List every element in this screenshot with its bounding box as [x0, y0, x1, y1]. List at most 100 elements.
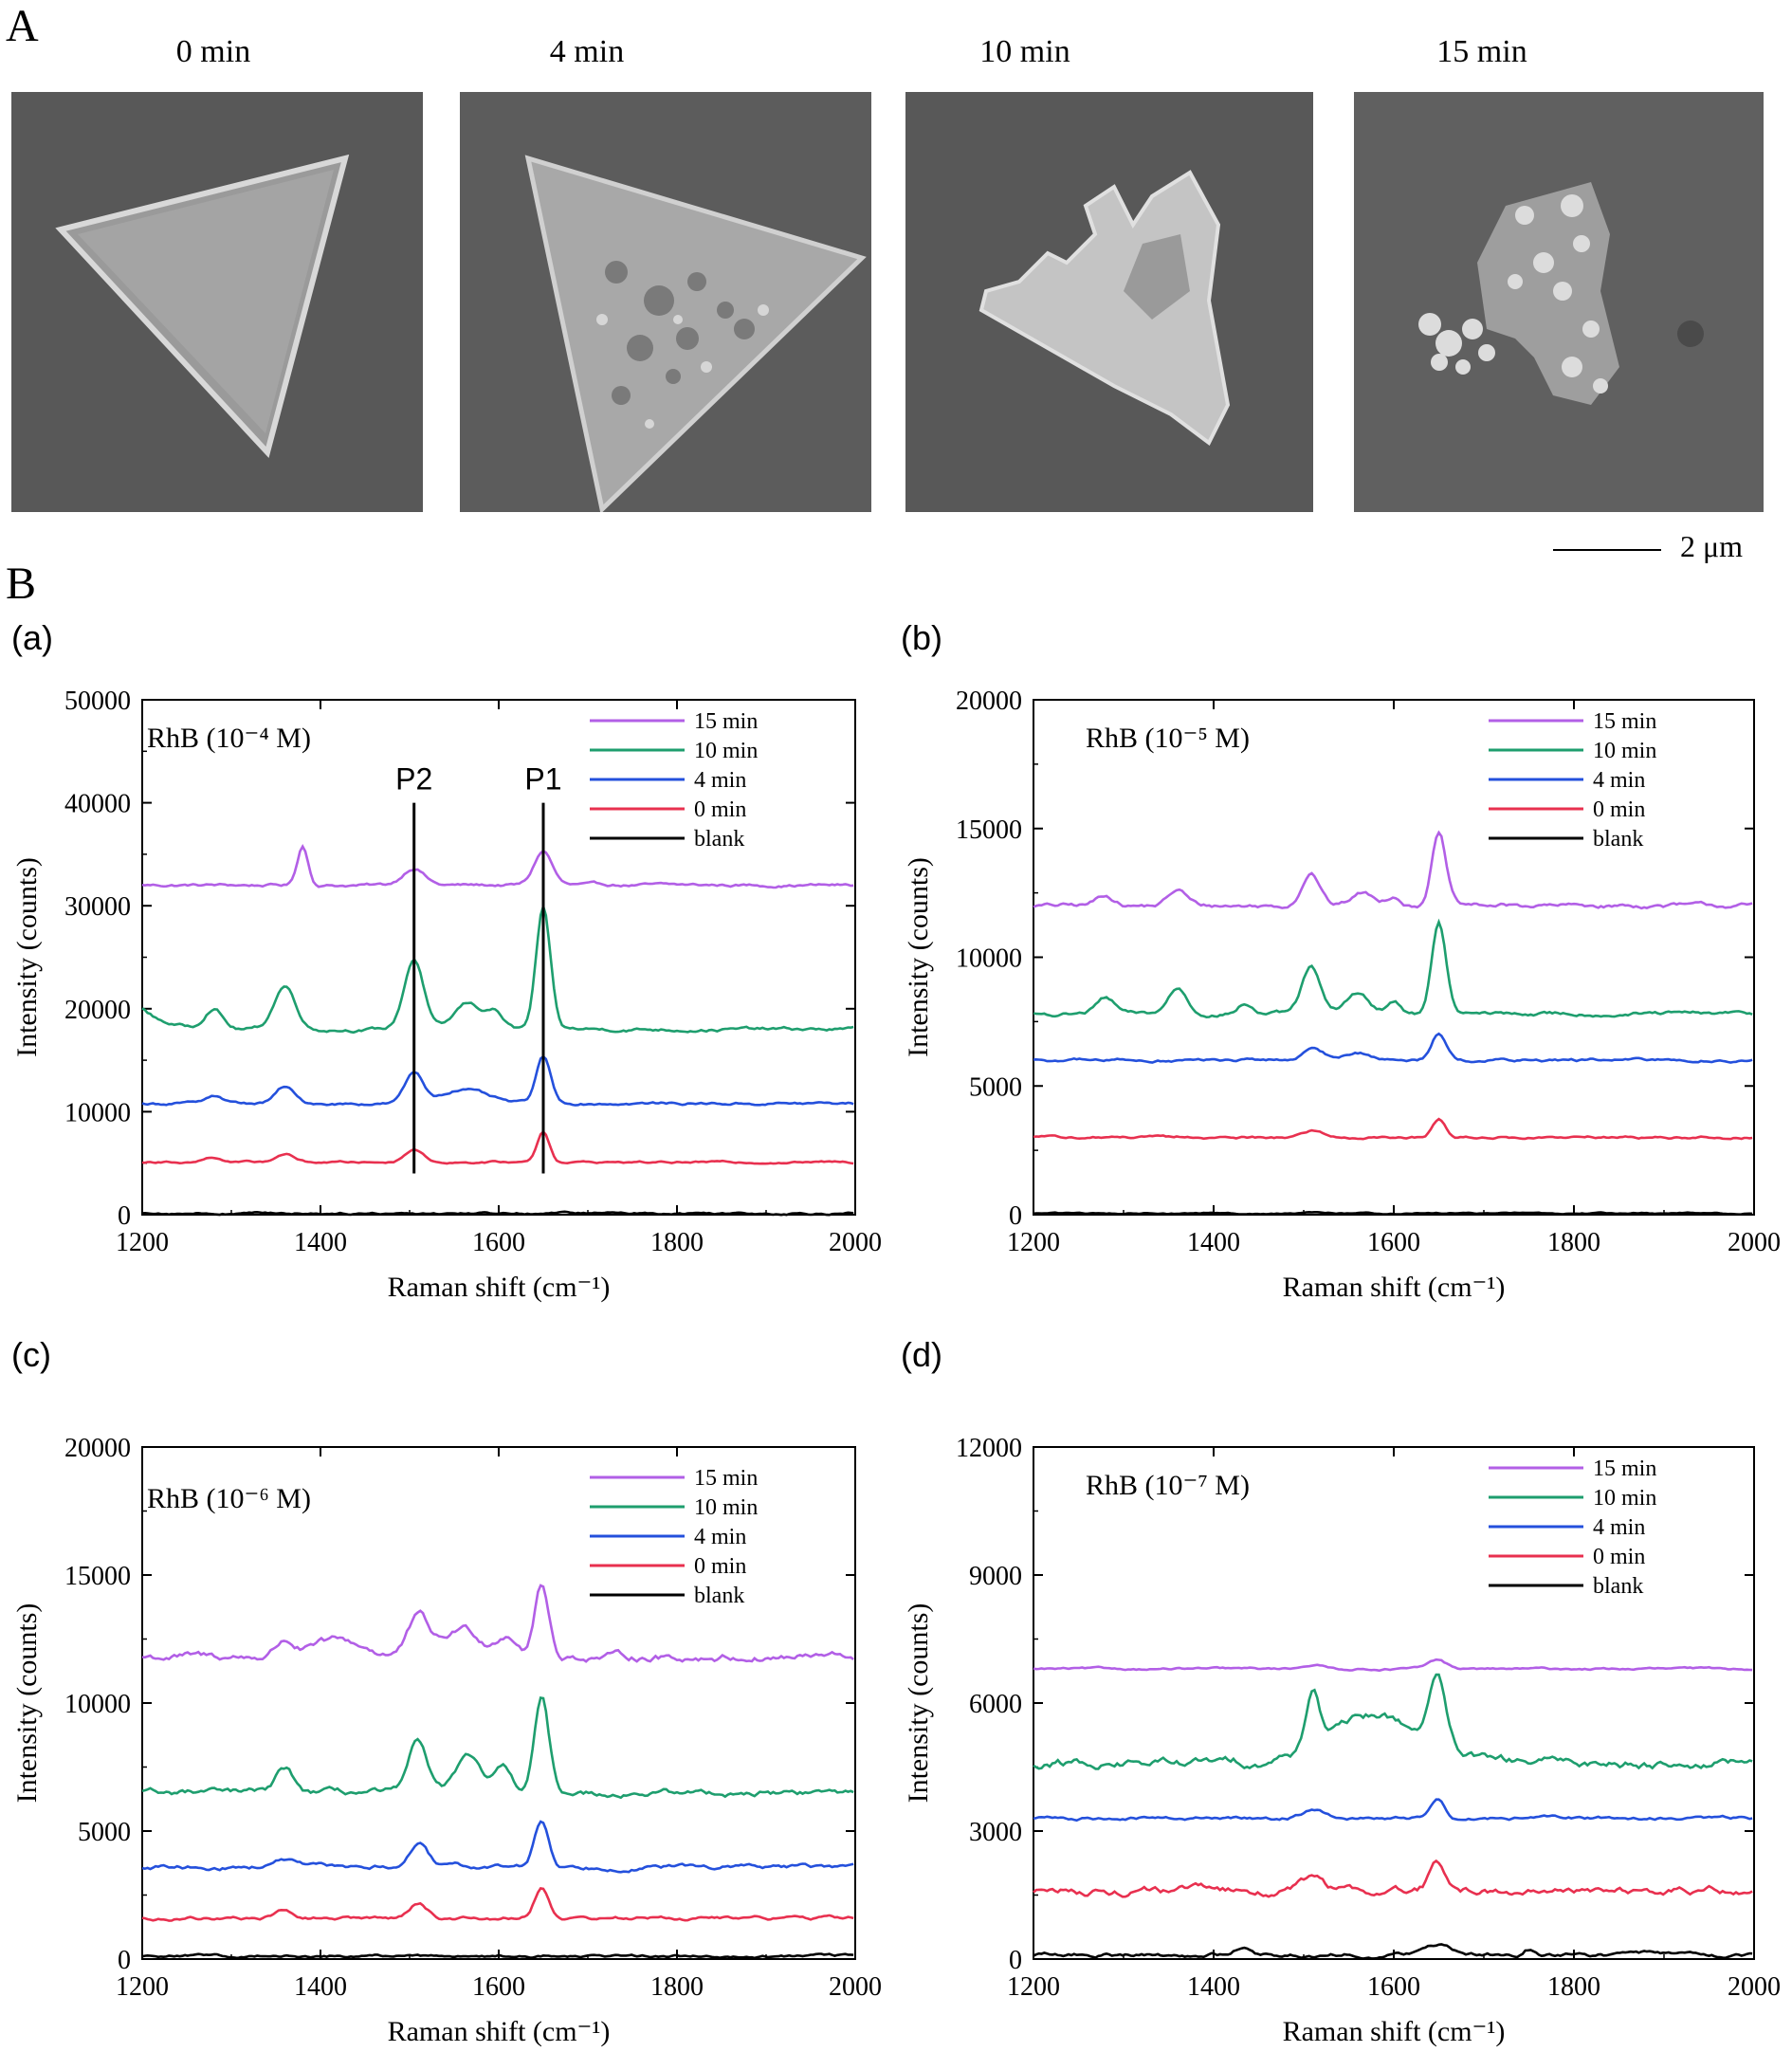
- series-line-blank: [1033, 1210, 1753, 1217]
- sem-image-4min: [460, 92, 871, 512]
- concentration-annotation: RhB (10⁻⁴ M): [147, 723, 311, 754]
- peak-marker-label: P2: [395, 762, 432, 797]
- x-axis-label: Raman shift (cm⁻¹): [1283, 1272, 1506, 1303]
- y-tick-label: 15000: [956, 815, 1022, 845]
- concentration-annotation: RhB (10⁻⁶ M): [147, 1483, 311, 1514]
- y-tick-label: 0: [1009, 1946, 1022, 1975]
- triangle-particle-smooth: [11, 92, 423, 512]
- y-axis-label: Intensity (counts): [11, 1603, 43, 1804]
- legend-label: 4 min: [694, 768, 746, 793]
- series-line-15-min: [141, 843, 854, 889]
- scale-bar: [1553, 549, 1661, 551]
- y-tick-label: 10000: [956, 944, 1022, 974]
- legend-label: 10 min: [694, 1495, 758, 1520]
- legend-label: 15 min: [1593, 709, 1656, 734]
- x-tick-label: 1400: [1187, 1972, 1240, 2002]
- series-line-4-min: [141, 1820, 854, 1874]
- series-line-0-min: [1033, 1859, 1753, 1898]
- x-tick-label: 2000: [1728, 1972, 1781, 2002]
- series-line-4-min: [141, 1054, 854, 1107]
- legend-label: 0 min: [694, 1554, 746, 1579]
- x-tick-label: 1200: [1007, 1228, 1060, 1257]
- y-tick-label: 0: [118, 1946, 131, 1975]
- y-tick-label: 20000: [956, 687, 1022, 716]
- y-tick-label: 0: [118, 1201, 131, 1231]
- legend-label: 15 min: [1593, 1456, 1656, 1481]
- x-tick-label: 1400: [294, 1972, 347, 2002]
- x-tick-label: 2000: [829, 1972, 882, 2002]
- y-tick-label: 20000: [64, 996, 131, 1025]
- series-line-15-min: [141, 1584, 854, 1663]
- subpanel-a-label: (a): [11, 618, 53, 657]
- legend-label: blank: [694, 1584, 744, 1608]
- legend-label: 0 min: [694, 797, 746, 822]
- x-tick-label: 1200: [1007, 1972, 1060, 2002]
- y-tick-label: 15000: [64, 1562, 131, 1591]
- y-tick-label: 9000: [969, 1562, 1022, 1591]
- legend-label: 0 min: [1593, 797, 1645, 822]
- subpanel-c-label: (c): [11, 1335, 51, 1374]
- legend-label: 4 min: [694, 1525, 746, 1549]
- y-tick-label: 10000: [64, 1690, 131, 1719]
- sem-title-2: 10 min: [979, 34, 1070, 69]
- series-line-0-min: [1033, 1117, 1753, 1141]
- sem-image-15min: [1354, 92, 1764, 512]
- x-tick-label: 2000: [1728, 1228, 1781, 1257]
- y-tick-label: 12000: [956, 1434, 1022, 1463]
- series-line-4-min: [1033, 1032, 1753, 1064]
- y-tick-label: 0: [1009, 1201, 1022, 1231]
- plot-frame: [1033, 1446, 1755, 1960]
- legend-label: 15 min: [694, 709, 758, 734]
- legend-label: 15 min: [694, 1466, 758, 1491]
- legend-label: 0 min: [1593, 1545, 1645, 1569]
- series-line-blank: [141, 1210, 854, 1217]
- y-tick-label: 40000: [64, 790, 131, 819]
- concentration-annotation: RhB (10⁻⁷ M): [1086, 1470, 1250, 1501]
- legend-label: 4 min: [1593, 768, 1645, 793]
- sem-title-0: 0 min: [175, 34, 251, 69]
- series-line-10-min: [141, 1696, 854, 1800]
- sem-title-3: 15 min: [1436, 34, 1527, 69]
- x-tick-label: 1600: [472, 1972, 525, 2002]
- series-line-blank: [141, 1952, 854, 1960]
- x-tick-label: 1600: [1367, 1228, 1420, 1257]
- sem-image-10min: [905, 92, 1313, 512]
- y-tick-label: 10000: [64, 1098, 131, 1127]
- series-line-10-min: [141, 902, 854, 1035]
- peak-marker-label: P1: [524, 762, 561, 797]
- legend-label: 10 min: [1593, 1486, 1656, 1511]
- legend-label: blank: [1593, 827, 1643, 852]
- y-tick-label: 50000: [64, 687, 131, 716]
- x-tick-label: 1200: [116, 1972, 169, 2002]
- series-line-15-min: [1033, 830, 1753, 910]
- legend-label: 4 min: [1593, 1515, 1645, 1540]
- triangle-particle-rough: [460, 92, 871, 512]
- legend-label: 10 min: [1593, 739, 1656, 763]
- x-tick-label: 1400: [1187, 1228, 1240, 1257]
- y-tick-label: 5000: [969, 1072, 1022, 1102]
- series-line-0-min: [141, 1129, 854, 1165]
- y-tick-label: 5000: [78, 1818, 131, 1847]
- y-tick-label: 3000: [969, 1818, 1022, 1847]
- subpanel-d-label: (d): [901, 1335, 942, 1374]
- x-tick-label: 1800: [1547, 1972, 1600, 2002]
- fragmented-particle: [1354, 92, 1764, 512]
- legend-label: 10 min: [694, 739, 758, 763]
- x-axis-label: Raman shift (cm⁻¹): [388, 2016, 611, 2047]
- y-tick-label: 30000: [64, 892, 131, 922]
- x-axis-label: Raman shift (cm⁻¹): [388, 1272, 611, 1303]
- series-line-blank: [1033, 1943, 1753, 1960]
- y-axis-label: Intensity (counts): [903, 857, 934, 1057]
- x-tick-label: 1600: [472, 1228, 525, 1257]
- x-tick-label: 1800: [650, 1972, 704, 2002]
- x-tick-label: 1800: [1547, 1228, 1600, 1257]
- sem-title-1: 4 min: [549, 34, 625, 69]
- x-tick-label: 2000: [829, 1228, 882, 1257]
- series-line-4-min: [1033, 1798, 1753, 1823]
- sem-image-0min: [11, 92, 423, 512]
